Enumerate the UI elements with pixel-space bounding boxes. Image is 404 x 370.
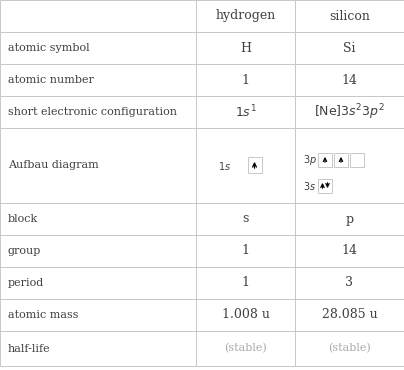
Text: 14: 14 <box>341 74 358 87</box>
Text: atomic symbol: atomic symbol <box>8 43 90 53</box>
Text: group: group <box>8 246 41 256</box>
Bar <box>350 153 364 167</box>
Bar <box>295 331 404 366</box>
Bar <box>0 267 196 299</box>
Bar <box>196 235 295 267</box>
Text: 1.008 u: 1.008 u <box>221 309 269 322</box>
Text: $\mathrm{[Ne]}3s^23p^2$: $\mathrm{[Ne]}3s^23p^2$ <box>314 102 385 122</box>
Bar <box>0 64 196 96</box>
Text: (stable): (stable) <box>224 343 267 354</box>
Bar <box>0 128 196 203</box>
Bar <box>196 203 295 235</box>
Text: H: H <box>240 41 251 54</box>
Text: 14: 14 <box>341 245 358 258</box>
Bar <box>295 299 404 331</box>
Text: 3: 3 <box>345 276 354 289</box>
Bar <box>295 32 404 64</box>
Bar <box>0 235 196 267</box>
Text: (stable): (stable) <box>328 343 371 354</box>
Text: half-life: half-life <box>8 343 50 353</box>
Bar <box>0 0 196 32</box>
Text: hydrogen: hydrogen <box>215 10 276 23</box>
Text: Si: Si <box>343 41 356 54</box>
Text: silicon: silicon <box>329 10 370 23</box>
Bar <box>196 299 295 331</box>
Bar <box>196 0 295 32</box>
Text: $3p$: $3p$ <box>303 153 317 167</box>
Text: $1s^1$: $1s^1$ <box>235 104 257 120</box>
Bar <box>334 153 348 167</box>
Bar <box>295 203 404 235</box>
Text: 1: 1 <box>242 276 250 289</box>
Text: atomic number: atomic number <box>8 75 94 85</box>
Bar <box>0 331 196 366</box>
Bar <box>295 64 404 96</box>
Bar <box>196 267 295 299</box>
Bar <box>318 153 332 167</box>
Bar <box>196 128 295 203</box>
Text: $3s$: $3s$ <box>303 180 317 192</box>
Text: Aufbau diagram: Aufbau diagram <box>8 161 99 171</box>
Text: $1s$: $1s$ <box>219 159 231 172</box>
Text: p: p <box>345 212 354 225</box>
Bar <box>248 157 261 173</box>
Bar <box>196 32 295 64</box>
Bar <box>318 179 332 193</box>
Bar <box>196 331 295 366</box>
Text: block: block <box>8 214 38 224</box>
Bar <box>295 235 404 267</box>
Text: 1: 1 <box>242 74 250 87</box>
Text: short electronic configuration: short electronic configuration <box>8 107 177 117</box>
Text: 1: 1 <box>242 245 250 258</box>
Bar <box>295 267 404 299</box>
Bar <box>196 64 295 96</box>
Bar <box>0 32 196 64</box>
Text: atomic mass: atomic mass <box>8 310 78 320</box>
Bar <box>0 96 196 128</box>
Text: 28.085 u: 28.085 u <box>322 309 377 322</box>
Bar <box>0 299 196 331</box>
Text: s: s <box>242 212 249 225</box>
Bar <box>0 203 196 235</box>
Text: period: period <box>8 278 44 288</box>
Bar <box>196 96 295 128</box>
Bar <box>295 96 404 128</box>
Bar <box>295 128 404 203</box>
Bar <box>295 0 404 32</box>
